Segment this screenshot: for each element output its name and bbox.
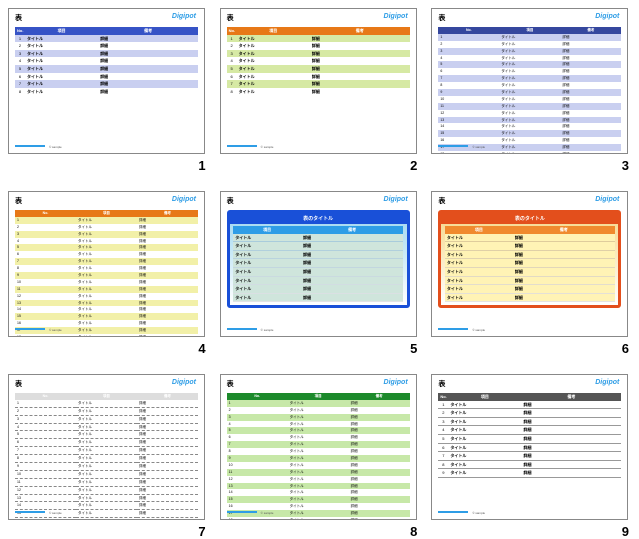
slide-cell-6: 表 Digipot 表のタイトル項目備考タイトル詳細タイトル詳細タイトル詳細タイトル… [431,191,631,356]
table-preview: No.項目備考1タイトル詳細2タイトル詳細3タイトル詳細4タイトル詳細5タイトル… [438,393,621,478]
footer-text: © sample [261,511,274,515]
slide-thumbnail-1[interactable]: 表 Digipot No.項目備考1タイトル詳細2タイトル詳細3タイトル詳細4タイト… [8,8,205,154]
slide-thumbnail-8[interactable]: 表 Digipot No.項目備考1タイトル詳細2タイトル詳細3タイトル詳細4タイト… [220,374,417,520]
slide-number: 8 [220,524,420,539]
footer-text: © sample [49,145,62,149]
table-preview: 表のタイトル項目備考タイトル詳細タイトル詳細タイトル詳細タイトル詳細タイトル詳細… [438,210,621,308]
slide-number: 4 [8,341,208,356]
slide-title: 表 [438,196,445,206]
slide-title: 表 [15,13,22,23]
footer-accent [227,511,257,513]
slide-cell-9: 表 Digipot No.項目備考1タイトル詳細2タイトル詳細3タイトル詳細4タイト… [431,374,631,539]
footer-accent [15,145,45,147]
brand-logo: Digipot [172,379,196,386]
slide-cell-1: 表 Digipot No.項目備考1タイトル詳細2タイトル詳細3タイトル詳細4タイト… [8,8,208,173]
slide-thumbnail-2[interactable]: 表 Digipot No.項目備考1タイトル詳細2タイトル詳細3タイトル詳細4タイト… [220,8,417,154]
slide-cell-8: 表 Digipot No.項目備考1タイトル詳細2タイトル詳細3タイトル詳細4タイト… [220,374,420,539]
footer-accent [227,328,257,330]
slide-title: 表 [15,379,22,389]
brand-logo: Digipot [384,379,408,386]
brand-logo: Digipot [172,196,196,203]
slide-thumbnail-3[interactable]: 表 Digipot No.項目備考1タイトル詳細2タイトル詳細3タイトル詳細4タイト… [431,8,628,154]
slide-cell-3: 表 Digipot No.項目備考1タイトル詳細2タイトル詳細3タイトル詳細4タイト… [431,8,631,173]
table-preview: No.項目備考1タイトル詳細2タイトル詳細3タイトル詳細4タイトル詳細5タイトル… [227,393,410,520]
brand-logo: Digipot [595,379,619,386]
slide-number: 5 [220,341,420,356]
slide-title: 表 [15,196,22,206]
slide-title: 表 [227,13,234,23]
slide-cell-2: 表 Digipot No.項目備考1タイトル詳細2タイトル詳細3タイトル詳細4タイト… [220,8,420,173]
footer-accent [438,511,468,513]
slide-number: 9 [431,524,631,539]
footer-text: © sample [261,328,274,332]
brand-logo: Digipot [384,196,408,203]
table-preview: 表のタイトル項目備考タイトル詳細タイトル詳細タイトル詳細タイトル詳細タイトル詳細… [227,210,410,308]
footer-text: © sample [472,511,485,515]
slide-thumbnail-5[interactable]: 表 Digipot 表のタイトル項目備考タイトル詳細タイトル詳細タイトル詳細タイトル… [220,191,417,337]
slide-title: 表 [438,13,445,23]
table-preview: No.項目備考1タイトル詳細2タイトル詳細3タイトル詳細4タイトル詳細5タイトル… [15,210,198,337]
footer-text: © sample [261,145,274,149]
slide-title: 表 [438,379,445,389]
slide-cell-5: 表 Digipot 表のタイトル項目備考タイトル詳細タイトル詳細タイトル詳細タイトル… [220,191,420,356]
table-preview: No.項目備考1タイトル詳細2タイトル詳細3タイトル詳細4タイトル詳細5タイトル… [15,393,198,520]
footer-text: © sample [472,328,485,332]
slide-thumbnail-9[interactable]: 表 Digipot No.項目備考1タイトル詳細2タイトル詳細3タイトル詳細4タイト… [431,374,628,520]
slide-thumbnail-7[interactable]: 表 Digipot No.項目備考1タイトル詳細2タイトル詳細3タイトル詳細4タイト… [8,374,205,520]
slide-number: 3 [431,158,631,173]
slide-title: 表 [227,379,234,389]
slide-cell-4: 表 Digipot No.項目備考1タイトル詳細2タイトル詳細3タイトル詳細4タイト… [8,191,208,356]
slide-number: 7 [8,524,208,539]
brand-logo: Digipot [172,13,196,20]
brand-logo: Digipot [595,13,619,20]
slide-thumbnail-4[interactable]: 表 Digipot No.項目備考1タイトル詳細2タイトル詳細3タイトル詳細4タイト… [8,191,205,337]
slide-number: 2 [220,158,420,173]
footer-accent [227,145,257,147]
table-preview: No.項目備考1タイトル詳細2タイトル詳細3タイトル詳細4タイトル詳細5タイトル… [227,27,410,95]
footer-accent [15,511,45,513]
brand-logo: Digipot [384,13,408,20]
footer-text: © sample [49,511,62,515]
footer-text: © sample [49,328,62,332]
thumbnail-grid: 表 Digipot No.項目備考1タイトル詳細2タイトル詳細3タイトル詳細4タイト… [8,8,631,539]
brand-logo: Digipot [595,196,619,203]
footer-accent [438,145,468,147]
table-preview: No.項目備考1タイトル詳細2タイトル詳細3タイトル詳細4タイトル詳細5タイトル… [438,27,621,154]
slide-cell-7: 表 Digipot No.項目備考1タイトル詳細2タイトル詳細3タイトル詳細4タイト… [8,374,208,539]
slide-thumbnail-6[interactable]: 表 Digipot 表のタイトル項目備考タイトル詳細タイトル詳細タイトル詳細タイトル… [431,191,628,337]
slide-number: 1 [8,158,208,173]
table-preview: No.項目備考1タイトル詳細2タイトル詳細3タイトル詳細4タイトル詳細5タイトル… [15,27,198,95]
footer-accent [438,328,468,330]
footer-accent [15,328,45,330]
footer-text: © sample [472,145,485,149]
slide-number: 6 [431,341,631,356]
slide-title: 表 [227,196,234,206]
